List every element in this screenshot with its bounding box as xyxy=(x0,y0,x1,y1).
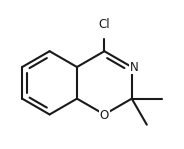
Text: O: O xyxy=(100,109,109,122)
Text: Cl: Cl xyxy=(99,18,110,31)
Text: N: N xyxy=(130,60,139,73)
